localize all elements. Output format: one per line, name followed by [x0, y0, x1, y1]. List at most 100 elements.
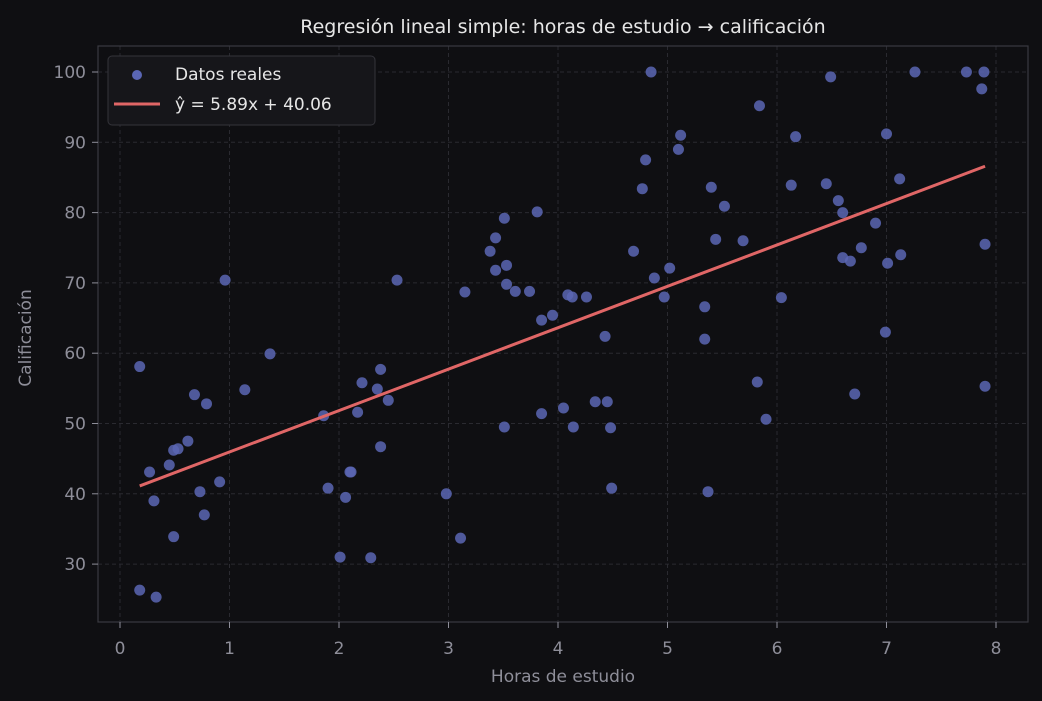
- data-point: [737, 235, 749, 247]
- data-point: [371, 383, 383, 395]
- data-point: [501, 278, 513, 290]
- data-point: [751, 376, 763, 388]
- data-point: [648, 272, 660, 284]
- x-tick-label: 1: [224, 639, 235, 659]
- data-point: [484, 245, 496, 257]
- x-axis-ticks: 0 1 2 3 4 5 6 7 8: [115, 622, 1002, 659]
- data-point: [322, 482, 334, 494]
- data-point: [498, 212, 510, 224]
- data-point: [844, 255, 856, 267]
- data-point: [567, 421, 579, 433]
- y-tick-label: 60: [64, 344, 86, 364]
- y-tick-label: 40: [64, 485, 86, 505]
- data-point: [172, 443, 184, 455]
- data-point: [356, 377, 368, 389]
- data-point: [960, 66, 972, 78]
- data-point: [201, 398, 213, 410]
- data-point: [790, 131, 802, 143]
- data-point: [509, 285, 521, 297]
- data-point: [705, 181, 717, 193]
- data-point: [636, 183, 648, 195]
- scatter-points: [134, 66, 991, 603]
- data-point: [909, 66, 921, 78]
- data-point: [498, 421, 510, 433]
- data-point: [837, 207, 849, 219]
- data-point: [664, 262, 676, 274]
- data-point: [219, 274, 231, 286]
- data-point: [658, 291, 670, 303]
- y-tick-label: 90: [64, 133, 86, 153]
- x-tick-label: 6: [772, 639, 783, 659]
- data-point: [699, 333, 711, 345]
- x-tick-label: 5: [662, 639, 673, 659]
- data-point: [547, 309, 559, 321]
- legend-dot-icon: [132, 70, 142, 80]
- y-tick-label: 80: [64, 204, 86, 224]
- legend-box: [107, 55, 376, 126]
- data-point: [580, 291, 592, 303]
- x-tick-label: 8: [991, 639, 1002, 659]
- data-point: [182, 435, 194, 447]
- x-tick-label: 4: [553, 639, 564, 659]
- data-point: [352, 406, 364, 418]
- data-point: [536, 408, 548, 420]
- data-point: [606, 482, 618, 494]
- y-tick-label: 70: [64, 274, 86, 294]
- x-tick-label: 0: [115, 639, 126, 659]
- data-point: [849, 388, 861, 400]
- data-point: [601, 396, 613, 408]
- data-point: [163, 459, 175, 471]
- data-point: [855, 242, 867, 254]
- data-point: [144, 466, 156, 478]
- data-point: [239, 384, 251, 396]
- data-point: [870, 217, 882, 229]
- regression-line: [139, 164, 986, 488]
- legend-label-fit: ŷ = 5.89x + 40.06: [175, 95, 332, 115]
- data-point: [531, 206, 543, 218]
- data-point: [699, 301, 711, 313]
- data-point: [820, 178, 832, 190]
- data-point: [566, 291, 578, 303]
- data-point: [979, 238, 991, 250]
- data-point: [879, 326, 891, 338]
- y-tick-label: 100: [54, 63, 86, 83]
- data-point: [490, 232, 502, 244]
- data-point: [334, 551, 346, 563]
- data-point: [895, 249, 907, 261]
- y-tick-label: 30: [64, 555, 86, 575]
- data-point: [605, 422, 617, 434]
- data-point: [718, 200, 730, 212]
- data-point: [589, 396, 601, 408]
- plot-area-frame: [97, 45, 1029, 623]
- data-point: [645, 66, 657, 78]
- data-point: [524, 285, 536, 297]
- data-point: [599, 330, 611, 342]
- y-axis-ticks: 30 40 50 60 70 80 90 100: [54, 63, 98, 575]
- data-point: [382, 394, 394, 406]
- data-point: [881, 128, 892, 140]
- data-point: [194, 486, 206, 498]
- data-point: [365, 552, 377, 564]
- data-point: [459, 286, 471, 298]
- data-point: [976, 83, 988, 95]
- chart-title: Regresión lineal simple: horas de estudi…: [300, 16, 825, 38]
- x-tick-label: 3: [443, 639, 454, 659]
- legend: Datos reales ŷ = 5.89x + 40.06: [107, 55, 376, 126]
- data-point: [455, 532, 467, 544]
- data-point: [391, 274, 403, 286]
- data-point: [134, 584, 146, 596]
- x-axis-label: Horas de estudio: [491, 667, 635, 687]
- data-point: [785, 179, 797, 191]
- data-point: [710, 233, 722, 245]
- data-point: [168, 531, 180, 543]
- data-point: [760, 413, 772, 425]
- data-point: [979, 380, 991, 392]
- data-point: [753, 100, 765, 112]
- data-point: [490, 264, 502, 276]
- data-point: [775, 292, 787, 304]
- data-point: [150, 591, 162, 603]
- data-point: [340, 491, 352, 503]
- x-tick-label: 2: [334, 639, 345, 659]
- data-point: [375, 363, 387, 375]
